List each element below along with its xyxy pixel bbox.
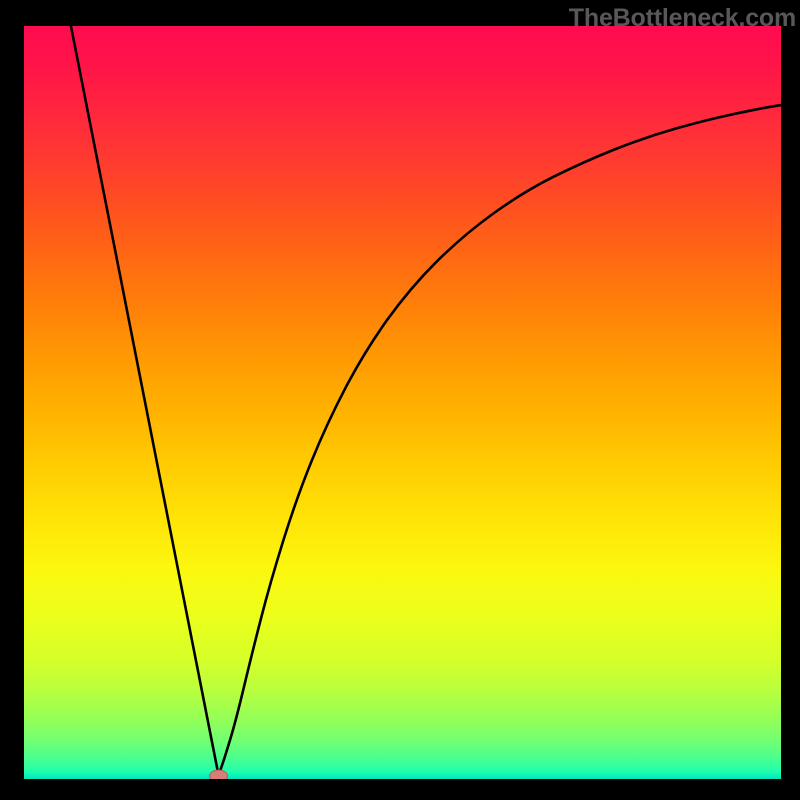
curve-minimum-marker — [210, 770, 228, 779]
gradient-background — [24, 26, 781, 779]
watermark-label: TheBottleneck.com — [569, 4, 796, 33]
gradient-plot-svg — [24, 26, 781, 779]
chart-stage: TheBottleneck.com — [0, 0, 800, 800]
plot-area — [24, 26, 781, 779]
